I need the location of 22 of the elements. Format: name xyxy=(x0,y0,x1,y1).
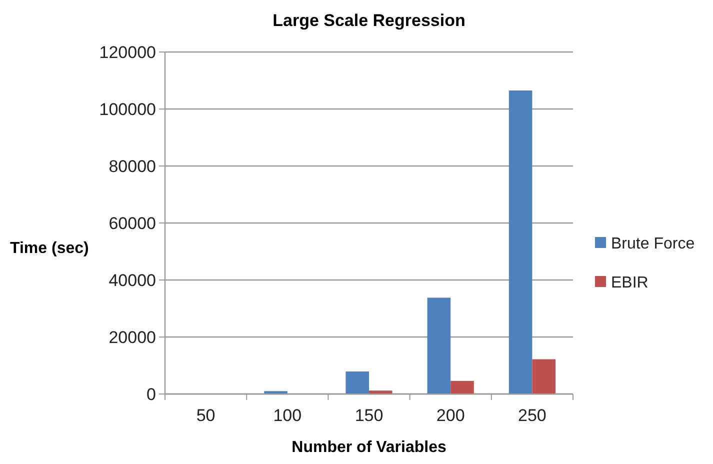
legend-label: Brute Force xyxy=(611,236,695,253)
chart-title: Large Scale Regression xyxy=(272,11,466,30)
bar xyxy=(346,371,369,394)
y-tick-label: 100000 xyxy=(99,100,156,119)
y-tick-label: 20000 xyxy=(108,328,156,347)
y-tick-label: 60000 xyxy=(108,214,156,233)
bar xyxy=(427,298,451,394)
x-tick-label: 50 xyxy=(196,406,216,425)
y-tick-label: 0 xyxy=(146,384,156,404)
legend-label: EBIR xyxy=(611,274,648,292)
y-tick-label: 80000 xyxy=(108,156,156,176)
bar xyxy=(508,90,532,394)
bar xyxy=(450,380,474,394)
x-tick-label: 150 xyxy=(354,406,384,425)
bar xyxy=(532,359,556,394)
y-axis-title: Time (sec) xyxy=(10,240,89,257)
x-tick-label: 200 xyxy=(436,406,465,425)
x-tick-label: 100 xyxy=(273,406,302,425)
y-tick-label: 40000 xyxy=(108,270,156,290)
x-axis-title: Number of Variables xyxy=(292,439,446,456)
x-tick-label: 250 xyxy=(518,406,546,425)
y-tick-label: 120000 xyxy=(99,42,156,62)
